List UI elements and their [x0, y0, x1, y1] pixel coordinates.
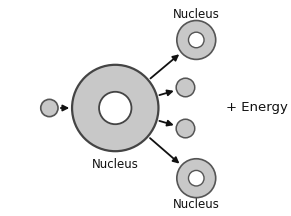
Circle shape: [99, 92, 132, 124]
Circle shape: [176, 119, 195, 138]
Circle shape: [177, 21, 216, 59]
Circle shape: [72, 65, 159, 151]
Circle shape: [176, 78, 195, 97]
Circle shape: [177, 159, 216, 198]
Circle shape: [41, 99, 58, 117]
Text: Nucleus: Nucleus: [92, 158, 139, 171]
Text: + Energy: + Energy: [226, 102, 288, 114]
Text: Nucleus: Nucleus: [173, 198, 220, 211]
Circle shape: [189, 32, 204, 48]
Circle shape: [189, 170, 204, 186]
Text: Nucleus: Nucleus: [173, 8, 220, 21]
